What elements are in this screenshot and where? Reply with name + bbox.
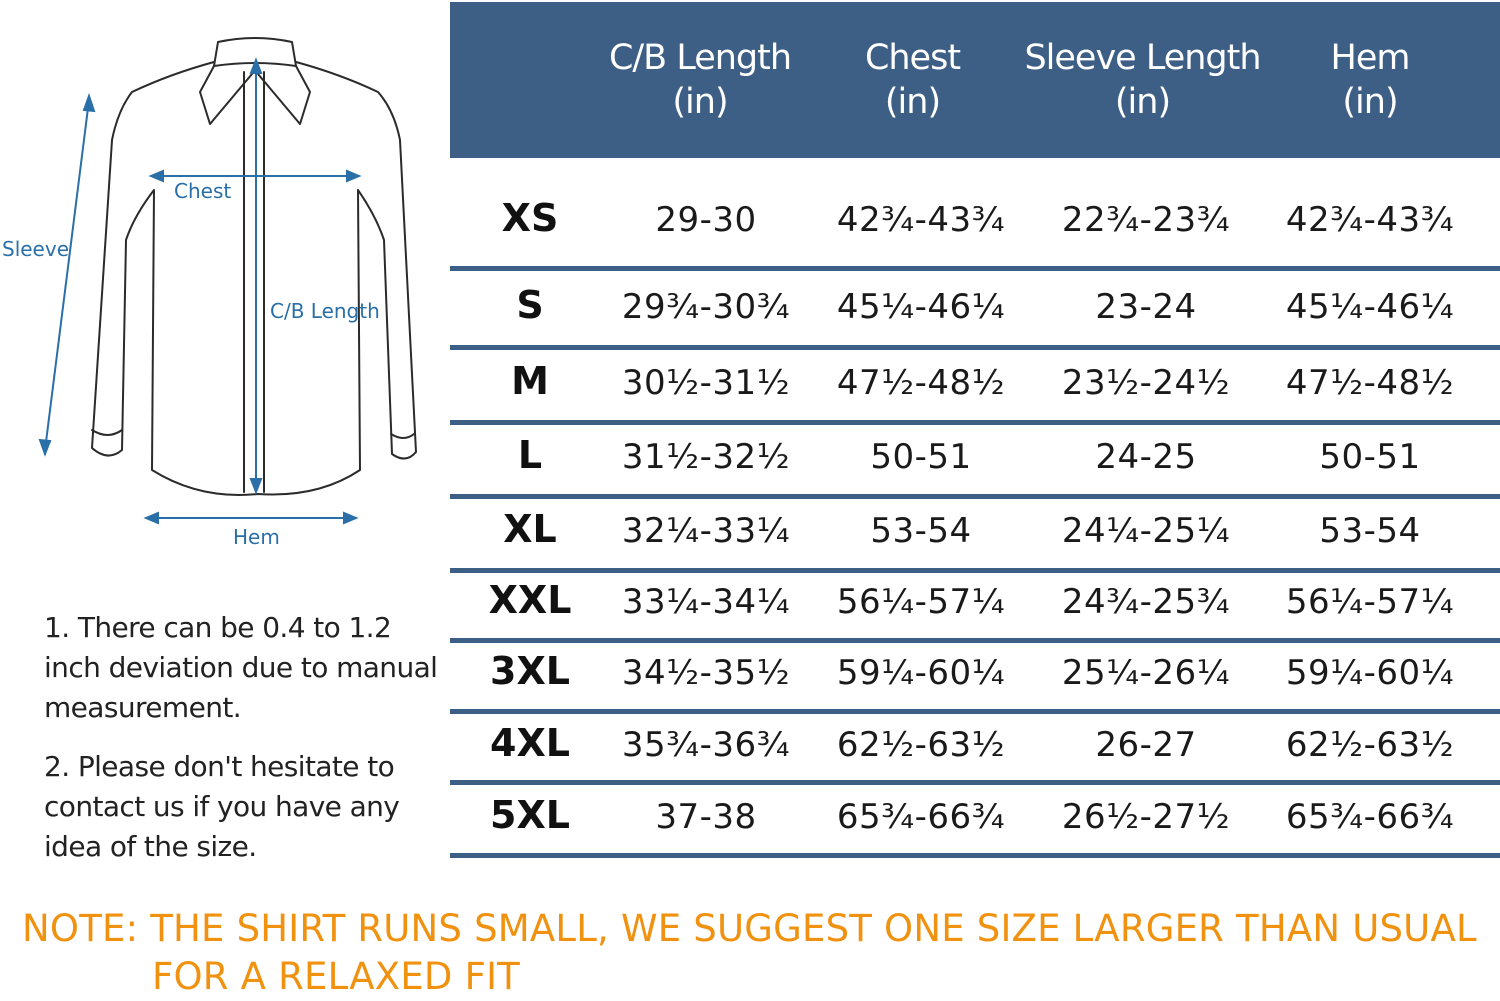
table-cell: 56¼-57¼ (836, 582, 1006, 622)
table-cell: 59¼-60¼ (1285, 653, 1455, 693)
table-cell: 47½-48½ (836, 363, 1006, 403)
table-cell: 53-54 (1319, 511, 1421, 551)
table-row: XS 29-30 42¾-43¾ 22¾-23¾ 42¾-43¾ (450, 196, 1500, 250)
size-label: 3XL (490, 649, 570, 693)
size-label: L (517, 433, 543, 477)
table-cell: 32¼-33¼ (621, 511, 791, 551)
table-cell: 24-25 (1095, 437, 1197, 477)
table-cell: 26½-27½ (1061, 797, 1231, 837)
table-cell: 65¾-66¾ (836, 797, 1006, 837)
cb-length-label: C/B Length (270, 299, 380, 323)
column-unit: (in) (884, 82, 941, 122)
deviation-note: 1. There can be 0.4 to 1.2 inch deviatio… (44, 611, 438, 724)
column-name: Hem (1330, 38, 1411, 78)
size-label: S (516, 283, 544, 327)
table-cell: 25¼-26¼ (1061, 653, 1231, 693)
shirt-diagram: Sleeve Chest C/B Length Hem (2, 37, 417, 549)
row-divider (450, 568, 1500, 573)
column-name: C/B Length (608, 38, 792, 78)
table-row: 4XL 35¾-36¾ 62½-63½ 26-27 62½-63½ (450, 721, 1500, 775)
table-row: S 29¾-30¾ 45¼-46¼ 23-24 45¼-46¼ (450, 283, 1500, 337)
hem-label: Hem (233, 525, 280, 549)
column-unit: (in) (672, 82, 728, 122)
table-cell: 62½-63½ (1285, 725, 1455, 765)
size-label: 4XL (490, 721, 570, 765)
sleeve-label: Sleeve (2, 237, 69, 261)
table-header: C/B Length (in) Chest (in) Sleeve Length… (450, 2, 1500, 158)
table-cell: 56¼-57¼ (1285, 582, 1455, 622)
chest-label: Chest (174, 179, 231, 203)
table-cell: 53-54 (870, 511, 972, 551)
table-cell: 42¾-43¾ (836, 200, 1006, 240)
size-label: XL (503, 507, 557, 551)
row-divider (450, 853, 1500, 858)
size-label: XS (501, 196, 559, 240)
table-cell: 47½-48½ (1285, 363, 1455, 403)
table-cell: 33¼-34¼ (621, 582, 791, 622)
size-label: M (511, 359, 549, 403)
table-cell: 26-27 (1095, 725, 1197, 765)
row-divider (450, 494, 1500, 499)
table-cell: 59¼-60¼ (836, 653, 1006, 693)
column-header-chest: Chest (in) (820, 36, 1005, 124)
table-row: 5XL 37-38 65¾-66¾ 26½-27½ 65¾-66¾ (450, 793, 1500, 847)
table-cell: 22¾-23¾ (1061, 200, 1231, 240)
table-row: 3XL 34½-35½ 59¼-60¼ 25¼-26¼ 59¼-60¼ (450, 649, 1500, 703)
row-divider (450, 266, 1500, 271)
size-label: 5XL (490, 793, 570, 837)
table-cell: 23½-24½ (1061, 363, 1231, 403)
column-header-cb-length: C/B Length (in) (590, 36, 810, 124)
table-cell: 29¾-30¾ (621, 287, 791, 327)
row-divider (450, 420, 1500, 425)
table-cell: 30½-31½ (621, 363, 791, 403)
table-row: L 31½-32½ 50-51 24-25 50-51 (450, 433, 1500, 487)
row-divider (450, 638, 1500, 643)
table-cell: 62½-63½ (836, 725, 1006, 765)
table-cell: 50-51 (1319, 437, 1421, 477)
column-header-sleeve-length: Sleeve Length (in) (1015, 36, 1270, 124)
table-cell: 37-38 (655, 797, 757, 837)
fit-warning-note: NOTE: THE SHIRT RUNS SMALL, WE SUGGEST O… (22, 905, 1492, 1001)
fit-warning-line-1: NOTE: THE SHIRT RUNS SMALL, WE SUGGEST O… (22, 907, 1477, 950)
table-cell: 42¾-43¾ (1285, 200, 1455, 240)
table-cell: 65¾-66¾ (1285, 797, 1455, 837)
table-cell: 23-24 (1095, 287, 1197, 327)
size-label: XXL (488, 578, 572, 622)
column-name: Sleeve Length (1024, 38, 1261, 78)
shirt-outline (91, 37, 417, 496)
table-cell: 35¾-36¾ (621, 725, 791, 765)
table-cell: 31½-32½ (621, 437, 791, 477)
contact-note: 2. Please don't hesitate to contact us i… (44, 750, 400, 863)
column-header-hem: Hem (in) (1280, 36, 1460, 124)
table-cell: 45¼-46¼ (836, 287, 1006, 327)
column-unit: (in) (1342, 82, 1398, 122)
table-cell: 24¾-25¾ (1061, 582, 1231, 622)
table-cell: 45¼-46¼ (1285, 287, 1455, 327)
table-row: XXL 33¼-34¼ 56¼-57¼ 24¾-25¾ 56¼-57¼ (450, 578, 1500, 632)
fit-warning-line-2: FOR A RELAXED FIT (152, 955, 520, 998)
table-cell: 50-51 (870, 437, 972, 477)
row-divider (450, 780, 1500, 785)
row-divider (450, 345, 1500, 350)
table-row: M 30½-31½ 47½-48½ 23½-24½ 47½-48½ (450, 359, 1500, 413)
table-row: XL 32¼-33¼ 53-54 24¼-25¼ 53-54 (450, 507, 1500, 561)
column-name: Chest (864, 38, 961, 78)
measure-lines (38, 57, 362, 525)
table-cell: 24¼-25¼ (1061, 511, 1231, 551)
table-cell: 34½-35½ (621, 653, 791, 693)
table-cell: 29-30 (655, 200, 757, 240)
row-divider (450, 709, 1500, 714)
column-unit: (in) (1114, 82, 1171, 122)
